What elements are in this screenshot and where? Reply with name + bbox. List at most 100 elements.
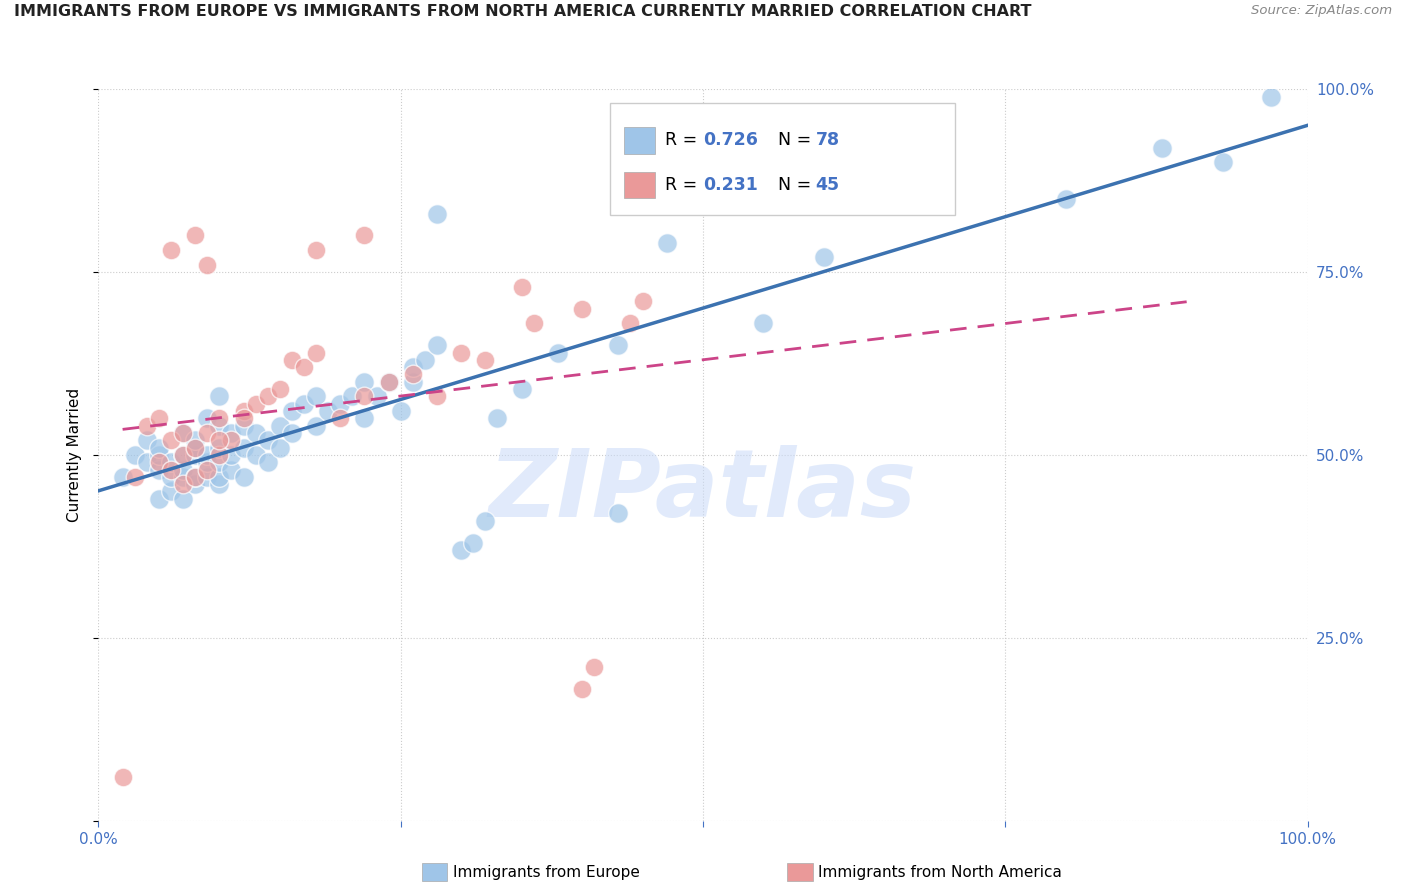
Point (172, 462, 194, 476)
Point (366, 389, 388, 403)
Point (208, 411, 231, 425)
Text: ZIPatlas: ZIPatlas (489, 445, 917, 538)
Point (160, 462, 183, 476)
Point (474, 514, 496, 528)
Point (148, 411, 170, 425)
Point (873, 192, 896, 206)
Point (316, 404, 339, 418)
Point (486, 411, 509, 425)
Point (195, 258, 218, 272)
Point (281, 425, 304, 440)
Point (208, 389, 231, 403)
Point (148, 491, 170, 506)
Point (208, 434, 231, 448)
Point (172, 477, 194, 491)
Point (752, 316, 775, 330)
Point (474, 352, 496, 367)
Text: IMMIGRANTS FROM EUROPE VS IMMIGRANTS FROM NORTH AMERICA CURRENTLY MARRIED CORREL: IMMIGRANTS FROM EUROPE VS IMMIGRANTS FRO… (14, 4, 1032, 20)
Point (342, 389, 364, 403)
Point (607, 338, 630, 352)
Text: R =: R = (665, 131, 703, 150)
Point (232, 411, 254, 425)
Point (426, 389, 449, 403)
Point (148, 448, 170, 462)
Point (353, 375, 375, 389)
Point (172, 491, 194, 506)
Point (547, 345, 569, 359)
Point (111, 770, 134, 784)
Point (813, 251, 835, 265)
Point (195, 470, 218, 484)
Point (208, 418, 231, 433)
Point (184, 441, 207, 455)
Point (269, 418, 291, 433)
Point (256, 434, 278, 448)
Point (221, 448, 243, 462)
Point (160, 243, 183, 257)
Point (208, 477, 231, 491)
Point (232, 404, 254, 418)
Point (402, 375, 425, 389)
Point (184, 228, 207, 243)
Point (305, 389, 328, 403)
Point (269, 382, 291, 396)
Text: 0.231: 0.231 (703, 176, 758, 194)
Point (1260, 89, 1282, 103)
Point (377, 375, 399, 389)
Point (305, 243, 328, 257)
Point (172, 448, 194, 462)
Point (256, 455, 278, 469)
Point (172, 448, 194, 462)
Point (135, 418, 157, 433)
Point (631, 294, 654, 309)
Point (184, 448, 207, 462)
Text: R =: R = (665, 176, 703, 194)
Point (934, 178, 956, 192)
Point (124, 470, 146, 484)
Text: Immigrants from Europe: Immigrants from Europe (453, 865, 640, 880)
Point (160, 470, 183, 484)
Point (148, 455, 170, 469)
Text: Source: ZipAtlas.com: Source: ZipAtlas.com (1251, 4, 1392, 18)
Point (195, 448, 218, 462)
Point (269, 441, 291, 455)
Point (208, 470, 231, 484)
Point (281, 352, 304, 367)
Point (450, 543, 472, 558)
Point (232, 441, 254, 455)
Point (510, 382, 533, 396)
Point (184, 470, 207, 484)
Point (208, 448, 231, 462)
Point (245, 448, 267, 462)
Point (353, 411, 375, 425)
Point (160, 484, 183, 499)
Point (208, 441, 231, 455)
Point (402, 368, 425, 382)
Point (329, 397, 352, 411)
Point (463, 535, 485, 549)
Point (221, 434, 243, 448)
Point (305, 345, 328, 359)
Point (172, 425, 194, 440)
Point (208, 455, 231, 469)
Point (184, 470, 207, 484)
Point (160, 434, 183, 448)
Point (111, 470, 134, 484)
Point (1212, 155, 1234, 169)
Text: 45: 45 (815, 176, 839, 194)
Point (329, 411, 352, 425)
Point (450, 345, 472, 359)
Point (160, 455, 183, 469)
Point (124, 448, 146, 462)
Point (184, 434, 207, 448)
Point (655, 235, 678, 250)
Point (292, 397, 315, 411)
Point (571, 681, 593, 696)
Text: N =: N = (778, 131, 817, 150)
Point (195, 411, 218, 425)
Point (245, 425, 267, 440)
Point (195, 462, 218, 476)
Text: N =: N = (778, 176, 817, 194)
Point (402, 360, 425, 375)
Point (353, 389, 375, 403)
